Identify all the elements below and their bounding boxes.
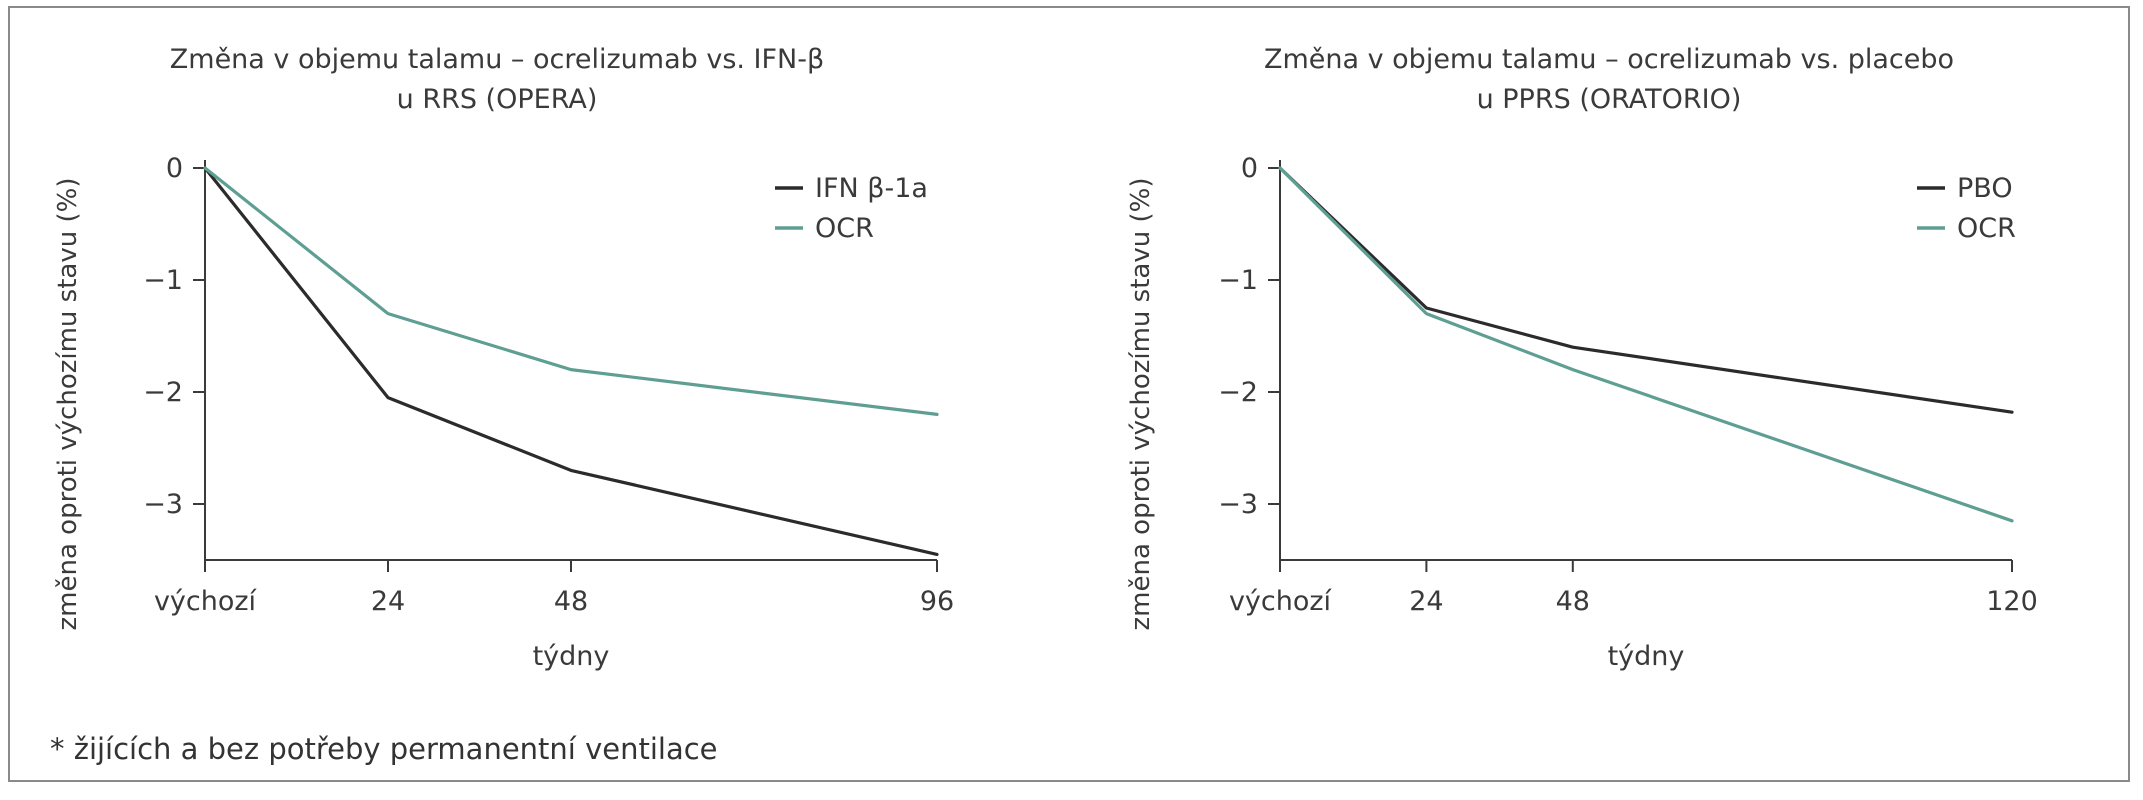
- chart1-y-tick-label-1: −1: [1218, 265, 1258, 296]
- chart0-x-tick-label-0: výchozí: [154, 586, 258, 617]
- chart0-legend-label-0: IFN β-1a: [815, 173, 928, 204]
- chart1-y-tick-label-3: −3: [1218, 489, 1258, 520]
- chart1-y-axis-label: změna oproti výchozímu stavu (%): [1126, 178, 1156, 631]
- chart0-y-tick-label-1: −1: [143, 265, 183, 296]
- figure-frame: Změna v objemu talamu – ocrelizumab vs. …: [8, 6, 2130, 782]
- chart1-x-tick-label-2: 48: [1556, 586, 1590, 617]
- chart1-x-axis-label: týdny: [1608, 641, 1685, 672]
- chart1-series-line-0: [1278, 166, 2014, 414]
- chart0-title-line-0: Změna v objemu talamu – ocrelizumab vs. …: [170, 44, 824, 75]
- chart0-series-line-1: [203, 166, 939, 416]
- chart1-legend-label-0: PBO: [1957, 173, 2013, 204]
- chart1-title-line-0: Změna v objemu talamu – ocrelizumab vs. …: [1264, 44, 1954, 75]
- chart1-series-line-1: [1278, 166, 2014, 523]
- chart0-legend-label-1: OCR: [815, 213, 874, 244]
- chart0-y-tick-label-2: −2: [143, 377, 183, 408]
- chart0-x-tick-label-1: 24: [371, 586, 405, 617]
- chart1-x-tick-label-3: 120: [1986, 586, 2038, 617]
- chart0-y-axis-label: změna oproti výchozímu stavu (%): [53, 178, 83, 631]
- chart0-series-line-0: [203, 166, 939, 557]
- chart1-title-line-1: u PPRS (ORATORIO): [1477, 84, 1742, 115]
- chart1-x-tick-label-0: výchozí: [1229, 586, 1333, 617]
- caption-strip: [0, 784, 2143, 800]
- footnote: * žijících a bez potřeby permanentní ven…: [50, 732, 718, 766]
- chart0-title-line-1: u RRS (OPERA): [397, 84, 598, 115]
- chart0-x-tick-label-2: 48: [554, 586, 588, 617]
- chart0-y-tick-label-3: −3: [143, 489, 183, 520]
- chart1-y-tick-label-2: −2: [1218, 377, 1258, 408]
- chart0-x-axis-label: týdny: [533, 641, 610, 672]
- chart0-x-tick-label-3: 96: [920, 586, 954, 617]
- chart1-x-tick-label-1: 24: [1409, 586, 1443, 617]
- chart1-legend-label-1: OCR: [1957, 213, 2016, 244]
- chart0-y-tick-label-0: 0: [166, 153, 183, 184]
- chart-oratorio: Změna v objemu talamu – ocrelizumab vs. …: [1126, 44, 2038, 672]
- chart-opera: Změna v objemu talamu – ocrelizumab vs. …: [53, 44, 954, 672]
- chart1-y-tick-label-0: 0: [1241, 153, 1258, 184]
